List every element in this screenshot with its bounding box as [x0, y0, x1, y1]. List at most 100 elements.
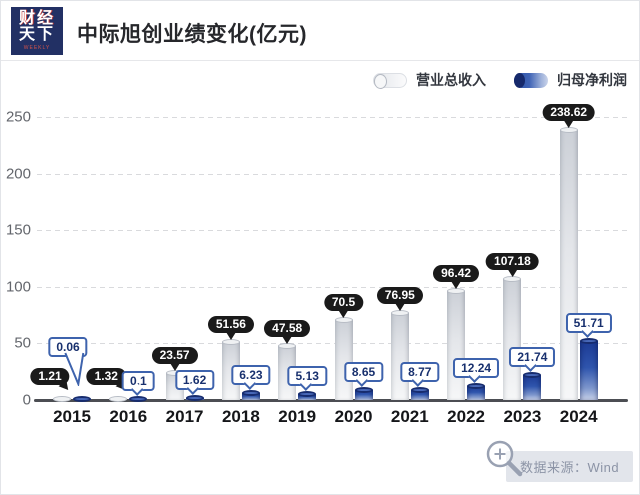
x-tick-label-2017: 2017	[165, 407, 204, 426]
gridline-50	[37, 343, 627, 345]
profit-value-bubble-2015: 0.06	[48, 337, 88, 386]
x-tick-label-2024: 2024	[559, 407, 598, 426]
revenue-value-bubble-2019: 47.58	[264, 320, 311, 345]
legend-label-profit: 归母净利润	[557, 72, 627, 88]
profit-bar-2016	[129, 396, 148, 402]
revenue-value-bubble-2023: 107.18	[486, 252, 539, 277]
profit-bar-2020-cap	[354, 387, 373, 394]
profit-bar-2018-cap	[241, 389, 260, 396]
revenue-value-bubble-2016: 1.32	[86, 367, 129, 393]
x-tick-label-2016: 2016	[109, 407, 148, 426]
revenue-bar-2020	[334, 317, 353, 400]
profit-value-bubble-2022-tail	[468, 370, 481, 384]
header: 财经 天下 WEEKLY 中际旭创业绩变化(亿元)	[1, 1, 639, 60]
x-tick-label-2020: 2020	[334, 407, 373, 426]
revenue-bar-2021	[390, 309, 409, 400]
revenue-bar-2024	[559, 126, 578, 400]
gridline-250	[37, 117, 627, 118]
profit-value-bubble-2017: 1.62	[174, 370, 215, 396]
profit-value-bubble-2016-tail	[130, 383, 144, 396]
profit-bar-2024-cap	[579, 338, 598, 345]
x-tick-label-2023: 2023	[503, 407, 542, 426]
profit-value-bubble-2022: 12.24	[453, 358, 500, 384]
y-tick-label: 0	[22, 391, 31, 409]
page-title: 中际旭创业绩变化(亿元)	[77, 23, 307, 46]
revenue-value-bubble-2020-tail	[338, 310, 349, 319]
header-divider	[1, 60, 639, 61]
profit-value-bubble-2016: 0.1	[121, 371, 155, 396]
revenue-value-bubble-2018-tail	[225, 331, 236, 340]
x-tick-label-2022: 2022	[447, 407, 486, 426]
profit-value-bubble-2018: 6.23	[231, 364, 271, 390]
profit-bar-2019	[298, 391, 317, 400]
gridline-100	[37, 286, 627, 288]
logo-line1: 财经	[18, 9, 55, 27]
profit-value-bubble-2024-tail	[580, 325, 594, 339]
profit-bar-2020	[354, 387, 373, 400]
x-tick-label-2015: 2015	[53, 407, 91, 426]
profit-bar-2021	[410, 387, 429, 400]
y-tick-label: 100	[5, 278, 31, 296]
gridline-150	[37, 230, 627, 232]
profit-bar-2017	[185, 395, 204, 402]
profit-value-bubble-2018-tail	[243, 377, 256, 390]
profit-bar-2022	[467, 383, 486, 400]
profit-value-bubble-2024: 51.71	[565, 313, 612, 339]
x-tick-label-2019: 2019	[278, 407, 317, 426]
revenue-value-bubble-2022-tail	[451, 280, 462, 289]
revenue-value-bubble-2021-tail	[394, 302, 405, 311]
revenue-value-bubble-2019-tail	[282, 336, 293, 345]
y-tick-label: 250	[5, 108, 31, 126]
revenue-value-bubble-2020: 70.5	[323, 294, 364, 319]
profit-bar-2015-cap	[73, 396, 91, 402]
revenue-bar-2016-cap	[109, 395, 128, 402]
gridline-200	[37, 173, 627, 175]
chart-legend: 营业总收入 归母净利润	[373, 70, 627, 90]
revenue-value-bubble-2023-tail	[507, 268, 518, 277]
revenue-bar-2015-cap	[53, 395, 71, 402]
profit-value-bubble-2023: 21.74	[509, 347, 556, 373]
logo-weekly-label: WEEKLY	[23, 45, 51, 52]
revenue-value-bubble-2017-tail	[169, 363, 180, 372]
data-source-badge: 数据来源：Wind	[506, 451, 633, 482]
y-tick-label: 150	[5, 221, 31, 239]
revenue-value-bubble-2015: 1.21	[30, 367, 73, 393]
profit-value-bubble-2015-tail	[64, 352, 84, 386]
profit-value-bubble-2023-tail	[524, 359, 538, 373]
profit-bar-2021-cap	[410, 387, 429, 394]
revenue-bar-2015	[53, 395, 71, 402]
revenue-bar-2022	[447, 287, 466, 400]
revenue-bar-2016	[109, 395, 128, 402]
revenue-value-bubble-2021: 76.95	[376, 286, 423, 311]
profit-bar-2015	[73, 396, 91, 402]
profit-bar-2023-cap	[523, 372, 542, 379]
profit-bar-2024	[579, 338, 598, 400]
profit-legend-swatch-icon	[514, 72, 548, 88]
profit-value-bubble-2019-tail	[299, 378, 313, 392]
profit-value-bubble-2019: 5.13	[287, 366, 327, 392]
profit-bar-2022-cap	[467, 383, 486, 390]
profit-bar-2016-cap	[129, 396, 148, 402]
revenue-bar-2023	[503, 275, 522, 400]
profit-value-bubble-2020: 8.65	[343, 362, 384, 388]
legend-label-revenue: 营业总收入	[416, 72, 486, 88]
x-tick-label-2018: 2018	[221, 407, 260, 426]
revenue-value-bubble-2022: 96.42	[433, 264, 480, 289]
revenue-value-bubble-2017: 23.57	[151, 347, 198, 372]
revenue-legend-swatch-icon	[373, 72, 407, 89]
y-tick-label: 200	[5, 165, 31, 183]
profit-bar-2023	[523, 372, 542, 400]
revenue-value-bubble-2024-tail	[563, 119, 574, 128]
y-tick-label: 50	[14, 334, 31, 352]
revenue-value-bubble-2018: 51.56	[207, 315, 254, 340]
profit-bar-2017-cap	[185, 395, 204, 402]
legend-item-revenue: 营业总收入	[373, 70, 486, 90]
profit-bar-2018	[241, 389, 260, 400]
profit-value-bubble-2017-tail	[186, 382, 200, 396]
data-source-label: 数据来源：Wind	[519, 460, 620, 475]
x-axis-line	[34, 399, 628, 402]
magnifier-plus-icon	[486, 440, 523, 477]
logo-line2: 天下	[18, 26, 55, 44]
